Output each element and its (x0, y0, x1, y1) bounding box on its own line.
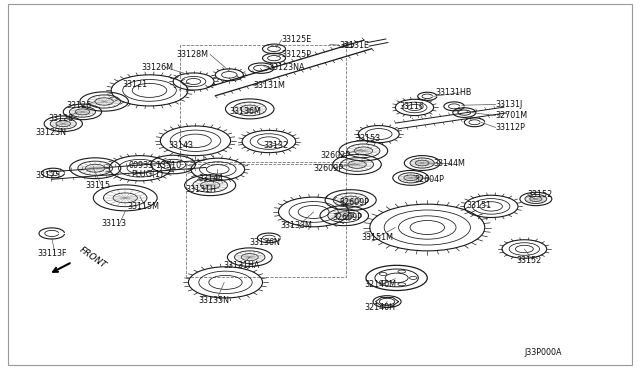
Text: 33131M: 33131M (253, 81, 285, 90)
Text: 33131H: 33131H (186, 185, 217, 194)
Text: 33131HB: 33131HB (435, 88, 471, 97)
Text: J33P000A: J33P000A (524, 347, 562, 356)
Text: 32609P: 32609P (314, 164, 344, 173)
Text: 33132: 33132 (264, 141, 289, 151)
Text: 33115M: 33115M (127, 202, 159, 211)
Text: 33131E: 33131E (339, 41, 369, 50)
Text: 33125: 33125 (36, 171, 61, 180)
Text: 00933-13510: 00933-13510 (129, 161, 182, 170)
Text: 33125P: 33125P (282, 50, 312, 59)
Text: 32609P: 32609P (333, 213, 363, 222)
Text: 33144M: 33144M (434, 159, 465, 168)
Text: 33113F: 33113F (37, 249, 67, 258)
Text: 32140H: 32140H (365, 303, 396, 312)
Text: 32602P: 32602P (320, 151, 350, 160)
Text: FRONT: FRONT (77, 246, 108, 271)
Text: 33151M: 33151M (362, 232, 394, 242)
Text: 33144: 33144 (198, 174, 223, 183)
Text: 32609P: 32609P (339, 198, 369, 207)
Text: 32140M: 32140M (365, 280, 397, 289)
Text: 32604P: 32604P (415, 175, 444, 184)
Text: 33126M: 33126M (141, 63, 173, 72)
Text: 33135N: 33135N (198, 296, 230, 305)
Text: 33133M: 33133M (280, 221, 312, 230)
Text: 33128M: 33128M (176, 50, 208, 59)
Text: 33123N: 33123N (36, 128, 67, 137)
Text: 33131J: 33131J (495, 100, 523, 109)
Text: 33152: 33152 (516, 256, 542, 264)
Text: 33126: 33126 (67, 101, 92, 110)
Text: 33143: 33143 (168, 141, 193, 151)
Text: 33152: 33152 (527, 190, 553, 199)
Text: 33112P: 33112P (495, 123, 525, 132)
Text: 33128: 33128 (49, 114, 74, 123)
Text: 33131HA: 33131HA (223, 261, 259, 270)
Text: 33121: 33121 (122, 80, 147, 89)
Text: 33125E: 33125E (282, 35, 312, 44)
Text: 33136N: 33136N (250, 238, 280, 247)
Text: 33115: 33115 (86, 181, 111, 190)
Text: 33136M: 33136M (229, 108, 261, 116)
Text: PLUG(1): PLUG(1) (132, 170, 164, 179)
Text: 33116: 33116 (400, 102, 425, 111)
Text: 33123NA: 33123NA (269, 63, 305, 72)
Text: 32701M: 32701M (495, 111, 528, 120)
Text: 33113: 33113 (102, 219, 127, 228)
Text: 33151: 33151 (467, 201, 492, 210)
Text: 33153: 33153 (355, 134, 380, 143)
